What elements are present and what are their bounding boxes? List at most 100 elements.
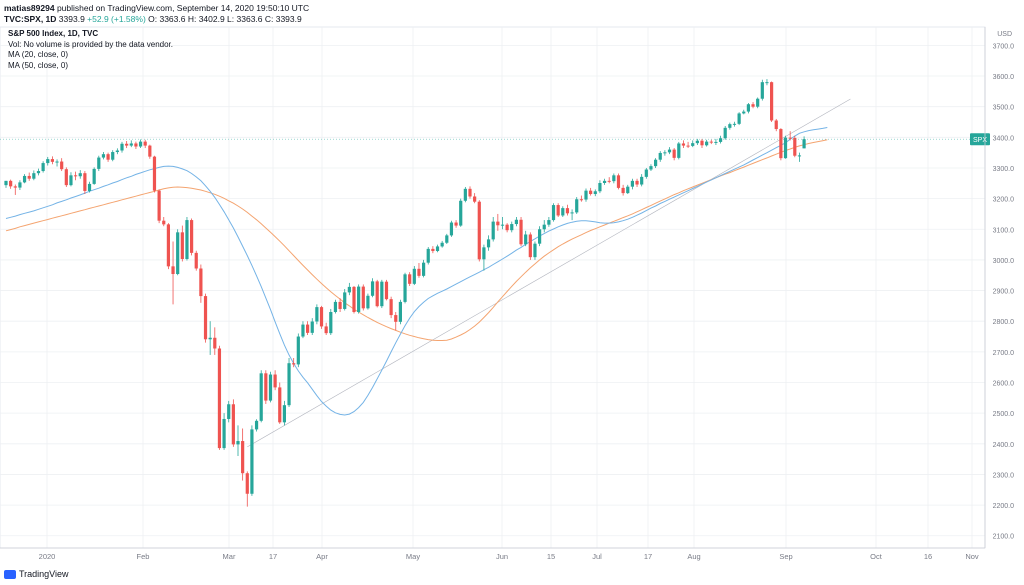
candle — [125, 141, 129, 149]
candle-body — [194, 252, 198, 269]
candle-body — [259, 373, 263, 421]
candle-body — [36, 171, 41, 174]
candle — [505, 223, 509, 233]
candle-body — [667, 149, 672, 153]
candle-body — [431, 248, 435, 252]
x-tick-label: Mar — [223, 552, 236, 561]
candle — [654, 158, 658, 168]
candle — [380, 279, 384, 309]
candle-body — [524, 234, 528, 245]
candle — [737, 112, 741, 126]
candle-body — [551, 205, 556, 221]
candle — [440, 240, 444, 248]
candle — [630, 178, 634, 190]
candle-body — [319, 307, 324, 327]
candle — [264, 370, 268, 404]
candle-body — [64, 169, 68, 186]
candle — [190, 218, 194, 256]
candle-body — [213, 337, 217, 349]
chart-legend: S&P 500 Index, 1D, TVC Vol: No volume is… — [8, 29, 173, 71]
candle-body — [282, 405, 286, 423]
candle-body — [626, 186, 630, 194]
candle — [602, 178, 607, 185]
candle-body — [565, 208, 570, 214]
candle — [612, 173, 616, 184]
legend-ma20[interactable]: MA (20, close, 0) — [8, 50, 69, 59]
candle — [742, 109, 746, 115]
candle — [97, 155, 101, 172]
x-tick-label: 2020 — [39, 552, 56, 561]
candle — [449, 220, 454, 237]
candle — [658, 151, 662, 162]
candle — [292, 357, 296, 368]
candle-body — [148, 145, 152, 157]
candle — [74, 171, 78, 181]
username[interactable]: matias89294 — [4, 3, 55, 13]
candle — [46, 156, 50, 166]
candle-body — [570, 212, 574, 214]
candle — [519, 217, 523, 247]
candle — [770, 81, 774, 123]
candle — [329, 308, 333, 336]
candle-body — [46, 159, 50, 164]
candle-body — [635, 180, 639, 185]
candle-body — [593, 191, 597, 195]
candle — [217, 345, 222, 450]
candle-body — [125, 143, 129, 146]
candle — [732, 121, 737, 127]
candle-body — [422, 262, 426, 276]
last-price: 3393.9 — [56, 14, 85, 24]
candle — [41, 161, 45, 173]
candle-body — [129, 143, 133, 146]
candle-body — [111, 152, 115, 160]
candle-body — [343, 292, 347, 309]
candle-body — [649, 166, 653, 170]
candle — [774, 118, 778, 132]
x-tick-label: 17 — [644, 552, 652, 561]
candle-body — [152, 156, 157, 191]
candle-body — [408, 274, 412, 284]
candle-body — [236, 441, 240, 445]
candle — [714, 138, 718, 145]
candle-body — [389, 299, 393, 316]
candle-body — [315, 307, 319, 322]
legend-ma50[interactable]: MA (50, close, 0) — [8, 60, 69, 70]
candle-body — [756, 98, 760, 107]
candle-body — [477, 201, 481, 260]
candle-body — [74, 175, 78, 177]
candle — [194, 250, 198, 271]
y-tick-label: 2600.0 — [993, 381, 1015, 388]
grid-lines — [0, 26, 986, 549]
quote-header: TVC:SPX, 1D 3393.9 +52.9 (+1.58%) O: 336… — [4, 14, 302, 24]
candle — [36, 168, 41, 176]
candle — [301, 321, 305, 339]
candle-body — [366, 295, 370, 309]
candle-body — [310, 321, 314, 333]
candle-body — [347, 286, 351, 293]
candle-body — [398, 301, 402, 322]
candle-body — [542, 224, 546, 230]
symbol-label: TVC:SPX, 1D — [4, 14, 57, 24]
candle — [111, 150, 115, 162]
x-tick-label: 17 — [269, 552, 277, 561]
candle-body — [273, 374, 277, 388]
candle-body — [705, 141, 709, 146]
candle — [691, 140, 695, 148]
candle-body — [607, 180, 611, 182]
candle — [667, 147, 672, 155]
candle — [394, 312, 398, 331]
candle — [278, 382, 282, 424]
candle-body — [176, 232, 180, 275]
time-axis: 2020 Feb Mar 17 Apr May Jun 15 Jul 17 Aug Sep Oct 16 N… — [0, 547, 985, 561]
y-tick-label: 3000.0 — [993, 258, 1015, 265]
x-tick-label: Oct — [870, 552, 883, 561]
candle-body — [208, 337, 212, 340]
candle — [129, 140, 133, 148]
candle — [306, 321, 310, 336]
candle — [556, 203, 560, 218]
candle — [78, 170, 82, 179]
candle — [412, 266, 416, 286]
x-tick-label: Nov — [965, 552, 979, 561]
candle — [120, 141, 124, 153]
